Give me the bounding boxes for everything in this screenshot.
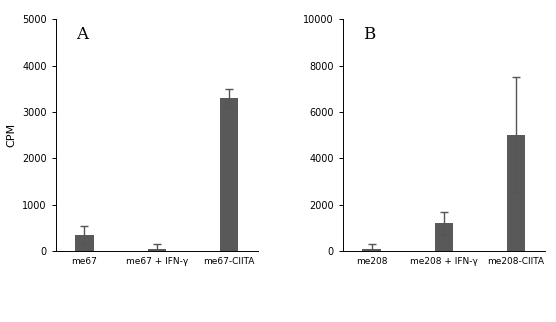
Text: A: A (76, 26, 88, 43)
Bar (507, 135, 525, 251)
Bar (220, 98, 238, 251)
Bar (147, 249, 166, 251)
Bar (435, 223, 453, 251)
Y-axis label: CPM: CPM (6, 123, 16, 147)
Bar (363, 249, 381, 251)
Bar (75, 235, 93, 251)
Text: B: B (363, 26, 375, 43)
